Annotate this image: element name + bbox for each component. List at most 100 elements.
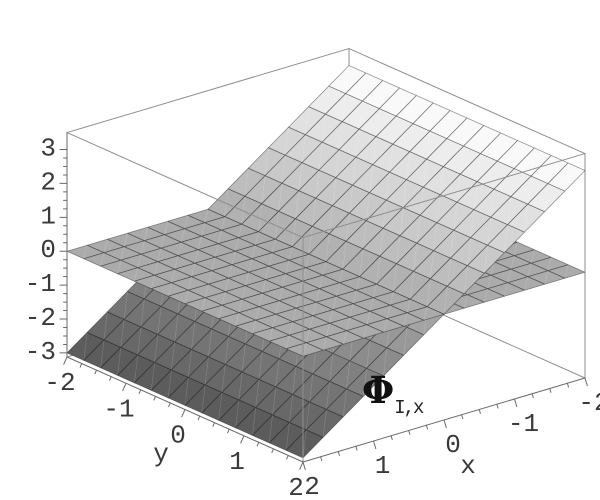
facet-diagonal (282, 273, 287, 288)
facet-diagonal (483, 244, 488, 274)
facet-diagonal (513, 140, 518, 169)
facet-diagonal (204, 356, 209, 386)
facet-diagonal (463, 117, 468, 147)
x-minor-tick (496, 403, 499, 409)
x-major-tick (584, 377, 588, 387)
facet-diagonal (194, 249, 199, 264)
facet-diagonal (154, 261, 159, 276)
x-minor-tick (549, 388, 552, 393)
x-minor-tick (425, 424, 429, 430)
facet-diagonal (305, 253, 310, 269)
x-tick-label: 0 (445, 430, 461, 460)
facet-diagonal (271, 238, 276, 254)
facet-diagonal (395, 87, 400, 117)
facet-diagonal (403, 312, 408, 327)
facet-diagonal (252, 407, 257, 436)
facet-diagonal (305, 106, 310, 135)
facet-diagonal (339, 268, 344, 284)
x-minor-tick (337, 451, 340, 456)
facet-diagonal (83, 244, 88, 260)
facet-diagonal (204, 208, 209, 224)
facet-diagonal (389, 291, 394, 306)
facet-diagonal (123, 232, 128, 248)
facet-diagonal (150, 274, 155, 290)
facet-diagonal (369, 297, 374, 312)
facet-diagonal (406, 151, 411, 180)
facet-diagonal (359, 248, 364, 278)
facet-diagonal (322, 336, 327, 351)
facet-diagonal (322, 409, 327, 438)
facet-diagonal (301, 134, 306, 163)
facet-diagonal (272, 313, 277, 329)
y-minor-tick (212, 422, 215, 427)
facet-diagonal (376, 255, 381, 285)
facet-diagonal (430, 250, 435, 280)
facet-diagonal (241, 195, 246, 225)
facet-diagonal (326, 322, 331, 338)
facet-diagonal (134, 267, 139, 282)
surface-quad-phi-slanted-plane (326, 388, 364, 418)
facet-diagonal (379, 227, 384, 257)
facet-diagonal (349, 303, 354, 318)
facet-diagonal (218, 304, 223, 320)
facet-diagonal (174, 255, 179, 270)
facet-diagonal (208, 270, 213, 285)
facet-diagonal (436, 194, 441, 223)
facet-diagonal (201, 384, 206, 414)
facet-diagonal (389, 143, 394, 173)
facet-diagonal (103, 311, 108, 341)
y-major-tick (63, 356, 68, 365)
facet-diagonal (224, 335, 229, 365)
x-major-tick (373, 440, 377, 450)
x-minor-tick (355, 445, 358, 451)
facet-diagonal (345, 65, 350, 94)
x-minor-tick (566, 382, 570, 388)
facet-diagonal (423, 158, 428, 188)
facet-diagonal (272, 386, 277, 416)
y-minor-tick (256, 441, 260, 447)
facet-diagonal (309, 315, 314, 330)
facet-diagonal (342, 388, 347, 418)
facet-diagonal (275, 210, 280, 240)
facet-diagonal (439, 166, 444, 195)
facet-diagonal (208, 328, 213, 358)
facet-diagonal (335, 282, 340, 297)
facet-diagonal (379, 80, 384, 109)
facet-diagonal (285, 259, 290, 275)
facet-diagonal (268, 414, 273, 444)
facet-diagonal (372, 136, 377, 165)
facet-diagonal (352, 289, 357, 305)
facet-diagonal (504, 224, 509, 253)
facet-diagonal (305, 401, 310, 431)
z-tick-label: 1 (40, 201, 56, 231)
facet-diagonal (140, 240, 145, 255)
y-minor-tick (138, 389, 142, 394)
phi-subscript: I,x (394, 397, 424, 419)
z-tick-label: 2 (40, 167, 56, 197)
facet-diagonal (258, 350, 263, 380)
facet-diagonal (238, 371, 243, 401)
x-minor-tick (390, 435, 393, 441)
surface-quad-phi-slanted-plane (507, 203, 546, 233)
facet-diagonal (490, 261, 495, 276)
facet-diagonal (527, 175, 532, 205)
facet-diagonal (180, 228, 185, 243)
facet-diagonal (416, 214, 421, 244)
facet-diagonal (342, 240, 347, 270)
facet-diagonal (342, 93, 347, 122)
facet-diagonal (332, 177, 337, 207)
facet-diagonal (319, 274, 324, 290)
facet-diagonal (480, 125, 485, 154)
facet-diagonal (201, 297, 206, 312)
facet-diagonal (140, 298, 145, 328)
facet-diagonal (544, 270, 549, 285)
facet-diagonal (298, 280, 303, 296)
facet-diagonal (470, 209, 475, 238)
y-minor-tick (197, 415, 201, 421)
facet-diagonal (278, 286, 283, 302)
facet-diagonal (524, 203, 529, 233)
y-tick-label: -2 (44, 368, 75, 398)
facet-diagonal (218, 392, 223, 421)
facet-diagonal (322, 261, 327, 276)
facet-diagonal (363, 367, 368, 397)
